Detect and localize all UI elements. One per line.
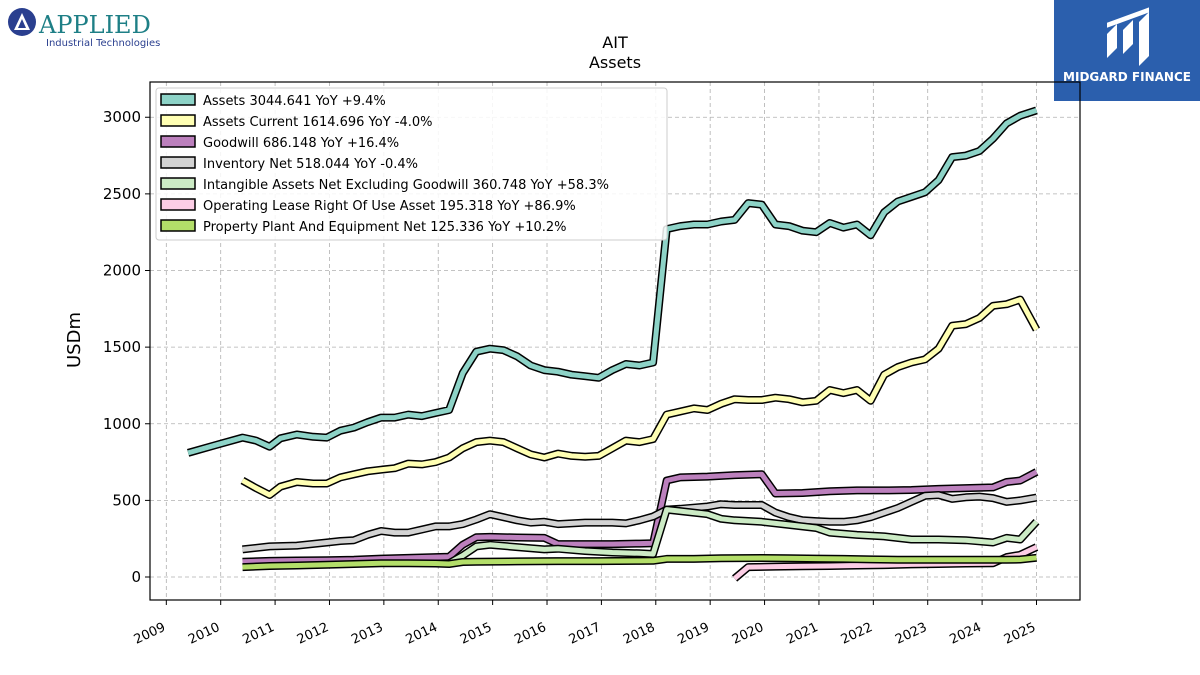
- legend-swatch: [160, 177, 196, 190]
- legend-swatch: [160, 135, 196, 148]
- y-tick-label: 1500: [103, 338, 141, 356]
- applied-logo-tagline: Industrial Technologies: [46, 38, 160, 49]
- legend-entry: Assets 3044.641 YoY +9.4%: [203, 94, 386, 109]
- x-tick-label: 2017: [567, 620, 603, 648]
- x-tick-label: 2016: [512, 620, 548, 648]
- x-tick-label: 2025: [1002, 620, 1038, 648]
- series-line-goodwill: [242, 469, 1038, 565]
- y-ticks: 0 500 1000 1500 2000 2500 3000: [103, 108, 150, 586]
- y-tick-label: 2500: [103, 185, 141, 203]
- y-axis-label: USDm: [64, 312, 85, 368]
- plot-frame: [149, 81, 1081, 601]
- series-line-intangible-assets-net-excluding-goodwill: [447, 507, 1039, 566]
- legend-entry: Operating Lease Right Of Use Asset 195.3…: [203, 199, 576, 214]
- x-tick-label: 2014: [404, 620, 440, 648]
- legend-swatch: [160, 114, 196, 127]
- series-lines: [187, 106, 1041, 582]
- x-tick-label: 2013: [349, 620, 385, 648]
- series-line-assets-current: [241, 297, 1039, 498]
- y-tick-label: 500: [112, 491, 141, 509]
- series-line-inventory-net: [242, 492, 1037, 552]
- x-tick-label: 2010: [186, 620, 222, 648]
- legend-entry: Inventory Net 518.044 YoY -0.4%: [203, 157, 418, 172]
- legend-swatch: [160, 156, 196, 169]
- series-line-assets: [187, 108, 1038, 456]
- x-tick-label: 2020: [730, 620, 766, 648]
- chart-title: AIT: [602, 33, 628, 52]
- legend: Assets 3044.641 YoY +9.4% Assets Current …: [155, 87, 668, 241]
- chart-subtitle: Assets: [589, 53, 641, 72]
- x-tick-label: 2018: [621, 620, 657, 648]
- legend-entry: Goodwill 686.148 YoY +16.4%: [203, 136, 399, 151]
- x-tick-label: 2021: [784, 620, 820, 648]
- x-tick-label: 2023: [893, 620, 929, 648]
- legend-swatch: [160, 93, 196, 106]
- y-tick-label: 3000: [103, 108, 141, 126]
- y-tick-label: 1000: [103, 415, 141, 433]
- applied-logo-text: APPLIED: [38, 11, 151, 39]
- legend-entry: Property Plant And Equipment Net 125.336…: [203, 220, 567, 235]
- legend-swatch: [160, 198, 196, 211]
- legend-entry: Assets Current 1614.696 YoY -4.0%: [203, 115, 433, 130]
- midgard-logo-bar-right: [1139, 12, 1149, 66]
- x-tick-label: 2022: [839, 620, 875, 648]
- x-tick-label: 2019: [676, 620, 712, 648]
- applied-logo-inner: [18, 19, 26, 28]
- series-line-property-plant-and-equipment-net: [242, 555, 1037, 570]
- midgard-logo-cross: [1107, 7, 1149, 28]
- legend-entry: Intangible Assets Net Excluding Goodwill…: [203, 178, 609, 193]
- midgard-logo-mark: MIDGARD FINANCE: [1063, 7, 1191, 84]
- midgard-logo-text: MIDGARD FINANCE: [1063, 70, 1191, 84]
- x-tick-label: 2011: [240, 620, 276, 648]
- midgard-finance-logo: MIDGARD FINANCE: [1054, 0, 1200, 101]
- legend-swatch: [160, 219, 196, 232]
- x-tick-label: 2012: [295, 620, 331, 648]
- series-outline-assets-current: [240, 295, 1041, 499]
- applied-logo: APPLIED Industrial Technologies: [6, 6, 166, 50]
- x-tick-label: 2009: [132, 620, 168, 648]
- applied-logo-mark: APPLIED Industrial Technologies: [8, 8, 160, 49]
- midgard-logo-bar-mid: [1123, 20, 1133, 54]
- legend-box: [155, 87, 668, 241]
- y-tick-label: 2000: [103, 262, 141, 280]
- x-tick-label: 2024: [947, 620, 983, 648]
- midgard-logo-bar-left: [1107, 24, 1117, 58]
- y-tick-label: 0: [131, 568, 141, 586]
- x-tick-label: 2015: [458, 620, 494, 648]
- x-ticks: 2009 2010 2011 2012 2013 2014 2015 2016 2017 2018…: [132, 600, 1038, 648]
